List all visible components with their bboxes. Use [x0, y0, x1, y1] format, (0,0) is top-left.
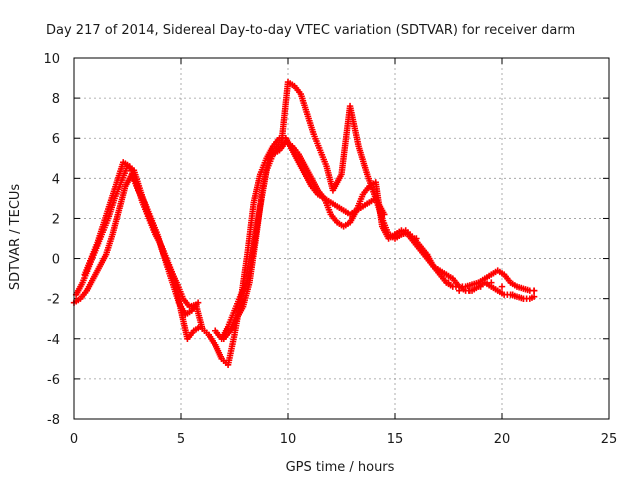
y-tick-label: 10 [43, 52, 60, 67]
y-tick-label: -2 [47, 293, 60, 308]
x-tick-label: 0 [70, 432, 78, 447]
x-tick-label: 25 [601, 432, 618, 447]
x-tick-label: 5 [177, 432, 185, 447]
axis-ticks: 0 5 10 15 20 25 -8 -6 -4 -2 0 2 4 6 8 10 [43, 52, 617, 447]
data-point [509, 291, 516, 298]
x-tick-label: 20 [494, 432, 511, 447]
data-point [445, 279, 452, 286]
data-point [381, 211, 388, 218]
y-tick-label: -6 [47, 373, 60, 388]
y-tick-label: -4 [47, 333, 60, 348]
y-tick-label: -8 [47, 413, 60, 428]
y-tick-label: 0 [52, 253, 60, 268]
data-point [391, 231, 399, 238]
data-series-1 [70, 135, 538, 369]
data-series-2 [72, 139, 538, 342]
data-series-3 [81, 78, 538, 342]
y-tick-label: 6 [52, 132, 60, 147]
plot-frame [73, 57, 610, 420]
data-point [413, 235, 420, 242]
x-axis-label: GPS time / hours [286, 460, 395, 475]
grid [73, 57, 610, 420]
data-point [197, 323, 204, 330]
y-tick-label: 8 [52, 92, 60, 107]
data-point [466, 287, 474, 294]
y-tick-label: 4 [52, 172, 60, 187]
data-point [530, 293, 538, 300]
data-point [498, 283, 506, 290]
x-tick-label: 15 [387, 432, 404, 447]
data-point [434, 267, 441, 274]
data-point [520, 295, 527, 302]
plot-area [70, 78, 538, 369]
x-tick-label: 10 [280, 432, 297, 447]
data-point [423, 251, 431, 258]
y-axis-label: SDTVAR / TECUs [8, 184, 23, 291]
y-tick-label: 2 [52, 212, 60, 227]
data-point [456, 287, 463, 294]
data-point [194, 299, 202, 306]
data-point [530, 287, 538, 294]
data-point [402, 227, 409, 234]
data-point [488, 279, 495, 286]
chart-title: Day 217 of 2014, Sidereal Day-to-day VTE… [46, 23, 575, 38]
data-point [477, 283, 484, 290]
